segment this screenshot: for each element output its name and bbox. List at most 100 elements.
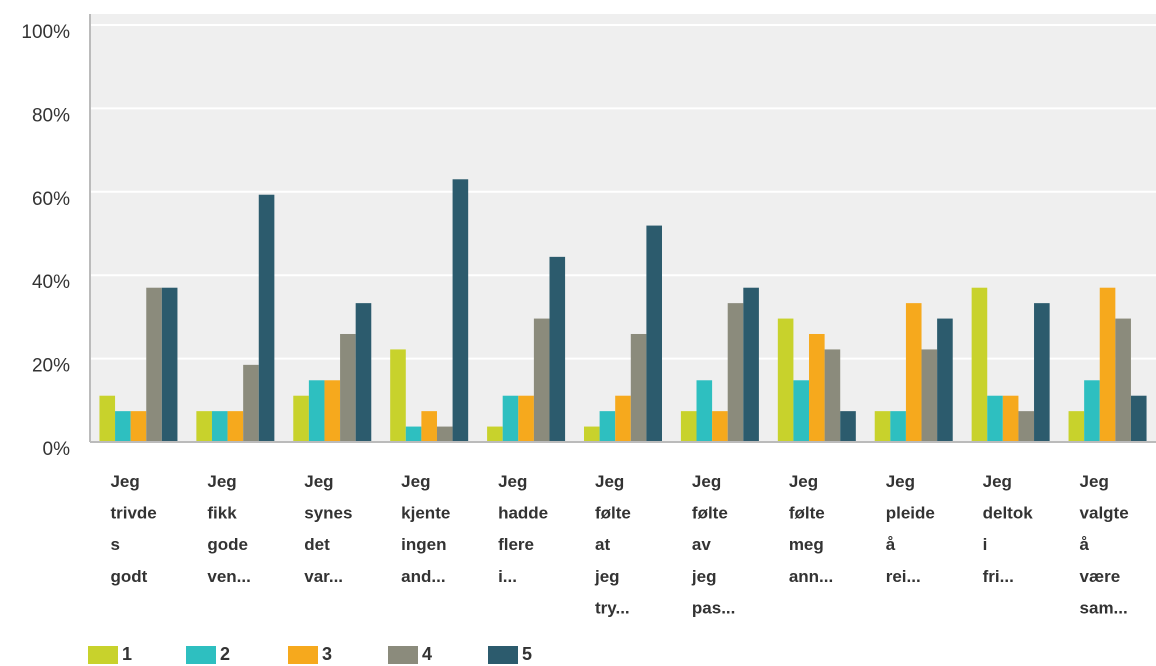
bar [615,395,631,442]
bar [874,411,891,442]
x-tick-label-line: gode [207,536,248,555]
y-tick-label: 60% [32,189,70,210]
bar [712,411,728,442]
x-tick-label-line: Jeg [498,472,527,491]
bar [987,395,1003,442]
x-tick-label-line: Jeg [886,472,915,491]
bar [727,303,744,442]
x-tick-label-line: av [692,536,711,555]
x-tick-label-line: Jeg [789,472,818,491]
x-tick-label-line: at [595,536,610,555]
x-tick-label: Jeg følte at jeg try... [594,472,631,617]
bar [405,426,422,442]
x-tick-label: Jeg trivde s godt [110,472,156,586]
x-tick-label-line: Jeg [692,472,721,491]
bar [196,411,212,442]
x-tick-label-line: pleide [886,504,935,523]
bar [518,395,534,442]
x-tick-label-line: Jeg [1080,472,1109,491]
bar [436,426,453,442]
bar [161,287,178,442]
bar [809,333,825,442]
x-tick-label-line: Jeg [207,472,236,491]
x-tick-label-line: godt [110,567,147,586]
x-tick-label: Jeg pleide å rei... [886,472,935,586]
x-tick-label-line: det [304,536,330,555]
bar [293,395,309,442]
x-tick-label-line: and... [401,567,445,586]
y-tick-label: 80% [32,105,70,126]
bar [421,411,437,442]
x-tick-label-line: ann... [789,567,833,586]
x-tick-label-line: valgte [1080,504,1129,523]
bar [630,333,647,442]
x-tick-label-line: rei... [886,567,921,586]
x-tick-label-line: Jeg [983,472,1012,491]
bar [743,287,759,442]
x-tick-label-line: i [983,536,988,555]
x-tick-label: Jeg deltok i fri... [983,472,1034,586]
bar [258,194,275,442]
bar [793,380,810,442]
bar [211,411,228,442]
x-tick-label-line: Jeg [110,472,139,491]
bar [937,318,953,442]
legend-swatch [186,646,216,664]
x-tick-label-line: Jeg [401,472,430,491]
bar [533,318,550,442]
bar [1115,318,1131,442]
bar [584,426,600,442]
legend-label: 5 [522,644,532,664]
bar [777,318,794,442]
x-tick-label: Jeg fikk gode ven... [207,472,250,586]
bar [599,411,616,442]
bar [243,364,259,442]
y-tick-label: 0% [43,439,71,460]
x-tick-label-line: meg [789,536,824,555]
legend-label: 2 [220,644,230,664]
x-tick-label-line: å [886,536,896,555]
bar [130,411,147,442]
bar [1068,411,1085,442]
bar [340,333,356,442]
bar [308,380,325,442]
bar [1099,287,1116,442]
x-tick-label-line: jeg [691,567,717,586]
x-tick-label: Jeg valgte å være sam... [1080,472,1129,617]
x-tick-label-line: ven... [207,567,250,586]
x-tick-label: Jeg følte av jeg pas... [691,472,735,617]
legend-swatch [288,646,318,664]
x-tick-label-line: try... [595,599,630,618]
legend-swatch [388,646,418,664]
x-tick-label-line: Jeg [595,472,624,491]
x-tick-label-line: følte [692,504,728,523]
x-tick-label-line: være [1080,567,1121,586]
bar [971,287,988,442]
x-tick-label-line: følte [789,504,825,523]
bar [146,287,162,442]
x-tick-label-line: fikk [207,504,237,523]
x-tick-label-line: sam... [1080,599,1128,618]
x-tick-label-line: pas... [692,599,735,618]
x-tick-label-line: Jeg [304,472,333,491]
bar [115,411,131,442]
x-tick-label-line: s [110,536,119,555]
legend-label: 1 [122,644,132,664]
y-tick-label: 40% [32,272,70,293]
bar [355,303,372,442]
x-tick-label-line: var... [304,567,343,586]
bar [905,303,922,442]
legend-swatch [488,646,518,664]
bar [1002,395,1019,442]
x-tick-label-line: følte [595,504,631,523]
bar [1018,411,1035,442]
x-tick-label-line: deltok [983,504,1034,523]
legend-label: 3 [322,644,332,664]
x-tick-label-line: flere [498,536,534,555]
y-tick-label: 100% [21,22,70,43]
bar [324,380,341,442]
legend-swatch [88,646,118,664]
legend-label: 4 [422,644,432,664]
bar [1034,303,1050,442]
